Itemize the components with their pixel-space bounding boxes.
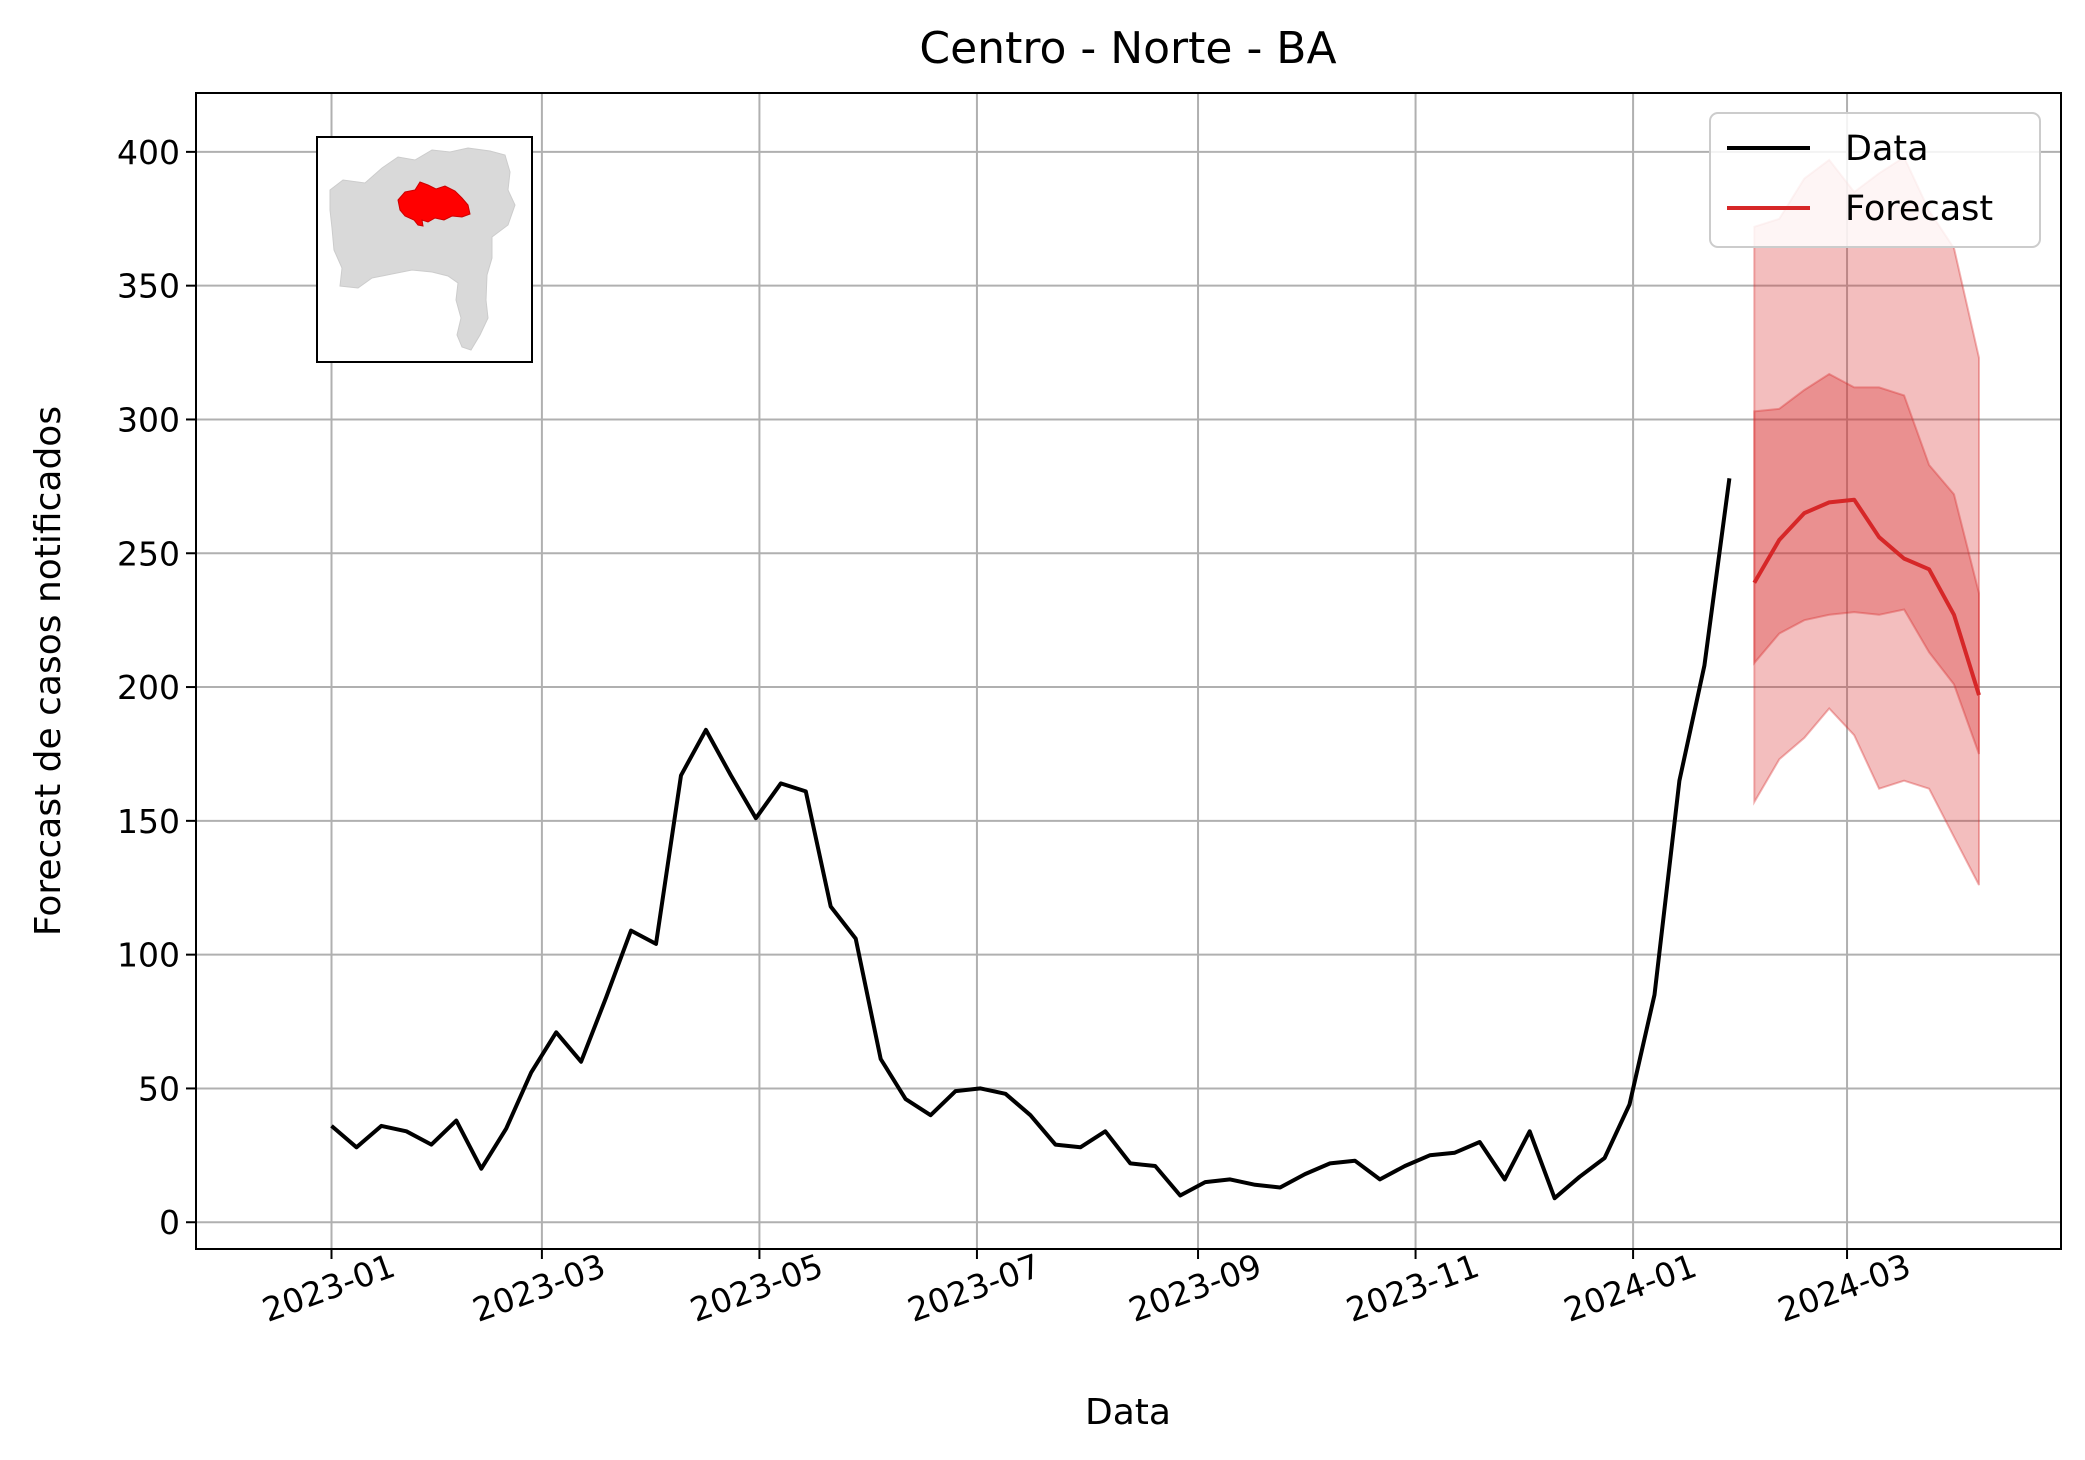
forecast-interval-50: [1753, 372, 1980, 755]
x-axis-label: Data: [1085, 1392, 1171, 1433]
legend-label-forecast: Forecast: [1845, 189, 1993, 229]
forecast-series-line: [1752, 497, 1981, 696]
y-tick-label: 0: [159, 1203, 180, 1242]
data-series-line: [330, 478, 1732, 1201]
grid-lines: [196, 93, 2061, 1249]
x-tick-label: 2023-03: [467, 1246, 610, 1330]
x-tick-label: 2023-07: [903, 1246, 1046, 1330]
x-tick-label: 2024-03: [1773, 1246, 1916, 1330]
x-tick-label: 2023-09: [1124, 1246, 1267, 1330]
y-axis: 0 50 100 150 200 250 300 350 400: [117, 133, 196, 1242]
bahia-state-icon: [329, 147, 516, 351]
plot-area-frame: [195, 92, 2062, 1250]
y-tick-label: 400: [117, 133, 180, 172]
x-tick-label: 2023-01: [257, 1246, 400, 1330]
highlighted-region-icon: [397, 181, 471, 227]
y-tick-label: 250: [117, 534, 180, 573]
x-tick-label: 2023-11: [1341, 1246, 1484, 1330]
y-tick-label: 300: [117, 400, 180, 439]
inset-map: [316, 136, 533, 363]
y-tick-label: 150: [117, 802, 180, 841]
y-axis-label: Forecast de casos notificados: [28, 406, 69, 936]
y-tick-label: 100: [117, 936, 180, 975]
legend: Data Forecast: [1709, 112, 2041, 248]
chart-title: Centro - Norte - BA: [919, 23, 1336, 74]
x-axis: 2023-01 2023-03 2023-05 2023-07 2023-09 2023-…: [257, 1246, 1915, 1330]
x-tick-label: 2024-01: [1559, 1246, 1702, 1330]
x-tick-label: 2023-05: [685, 1246, 828, 1330]
y-tick-label: 200: [117, 668, 180, 707]
legend-label-data: Data: [1845, 129, 1929, 169]
series-lines: [330, 478, 1981, 1201]
y-tick-label: 50: [138, 1069, 180, 1108]
y-tick-label: 350: [117, 267, 180, 306]
